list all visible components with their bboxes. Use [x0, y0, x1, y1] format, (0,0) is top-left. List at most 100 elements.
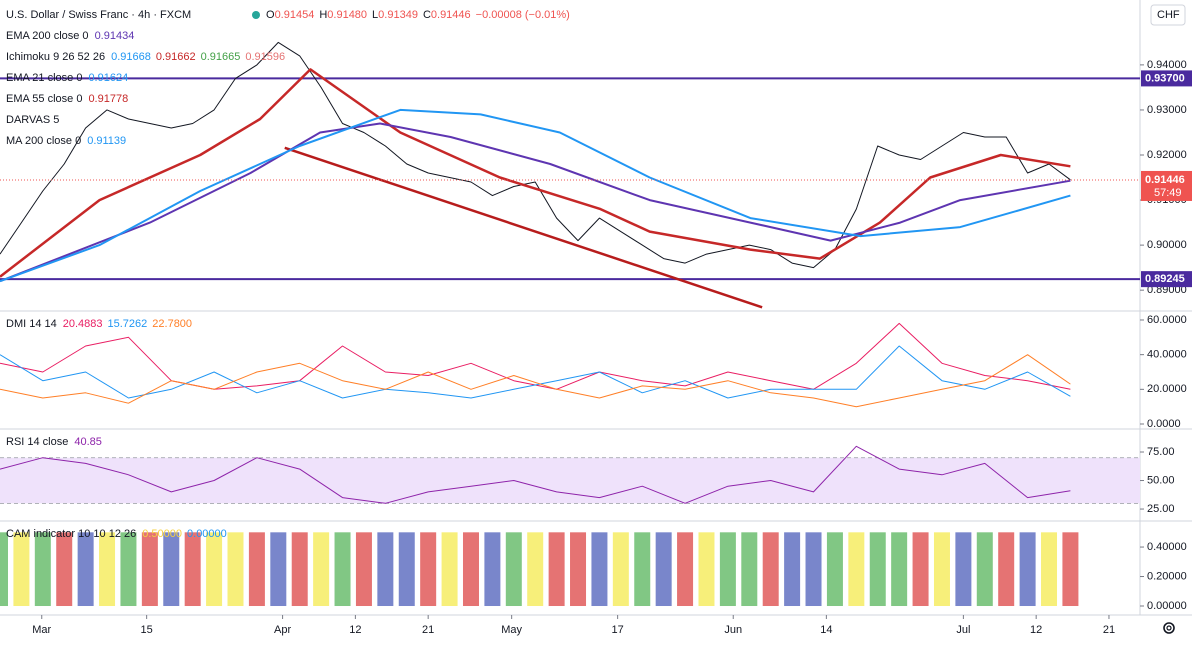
cam-bar — [912, 532, 929, 607]
currency-button-box[interactable] — [1150, 4, 1186, 26]
cam-bar — [976, 532, 993, 607]
settings-gear[interactable] — [1163, 622, 1175, 634]
cam-bar — [99, 532, 116, 607]
currency-label[interactable]: CHF — [1157, 9, 1180, 21]
cam-bar — [741, 532, 758, 607]
cam-bar — [34, 532, 51, 607]
ohlc-key: L — [372, 9, 378, 21]
series-line — [0, 41, 1071, 269]
x-tick-label: 12 — [349, 624, 361, 636]
cam-bar — [998, 532, 1015, 607]
pane: 0.890000.900000.910000.920000.930000.940… — [0, 41, 1192, 309]
x-tick-label: May — [501, 624, 522, 636]
study-value: 0.91434 — [95, 30, 135, 42]
level-label-box — [1141, 271, 1192, 288]
cam-bar — [334, 532, 351, 607]
study-name: Ichimoku 9 26 52 26 — [6, 51, 105, 63]
cam-bar — [355, 532, 372, 607]
cam-bar — [784, 532, 801, 607]
series-line — [0, 108, 1071, 283]
study-value: 0.91662 — [156, 51, 196, 63]
cam-bar — [120, 532, 137, 607]
study-value: 0.91624 — [88, 72, 128, 84]
cam-bar — [570, 532, 587, 607]
pane-title: CAM indicator 10 10 12 26 — [6, 528, 136, 540]
x-tick-label: 17 — [612, 624, 624, 636]
trendline — [284, 146, 763, 309]
cam-bar — [163, 532, 180, 607]
cam-bar — [719, 532, 736, 607]
cam-bar — [933, 532, 950, 607]
pane: 25.00 50.00 75.00 — [0, 445, 1175, 515]
cam-bar — [891, 532, 908, 607]
level-label-box — [1141, 70, 1192, 87]
ohlc-value: 0.91480 — [327, 9, 367, 21]
study-name: EMA 55 close 0 — [6, 93, 82, 105]
ohlc-value: 0.91454 — [275, 9, 315, 21]
cam-bar — [313, 532, 330, 607]
cam-bar — [1062, 532, 1079, 607]
indicator-value: 15.7262 — [108, 318, 148, 330]
cam-bar — [270, 532, 287, 607]
y-tick-label: 50.00 — [1147, 474, 1175, 486]
cam-bar — [56, 532, 73, 607]
cam-bar — [184, 532, 201, 607]
settings-gear-center[interactable] — [1166, 625, 1172, 631]
cam-bar — [527, 532, 544, 607]
settings-icon[interactable] — [1163, 622, 1175, 634]
study-name: EMA 21 close 0 — [6, 72, 82, 84]
pane: 0.0000 20.0000 40.0000 60.0000 — [0, 314, 1187, 430]
cam-bar — [462, 532, 479, 607]
x-tick-label: Jul — [956, 624, 970, 636]
y-tick-label: 75.00 — [1147, 446, 1175, 458]
cam-bar — [826, 532, 843, 607]
cam-bar — [612, 532, 629, 607]
cam-bar — [13, 532, 30, 607]
cam-bar — [1041, 532, 1058, 607]
study-value: 0.91665 — [201, 51, 241, 63]
cam-bar — [0, 532, 8, 607]
series-line — [0, 354, 1071, 408]
series-line — [0, 68, 1071, 278]
series-line — [0, 445, 1071, 504]
cam-bar — [141, 532, 158, 607]
series-line — [0, 345, 1071, 399]
cam-bar — [677, 532, 694, 607]
cam-bar — [591, 532, 608, 607]
indicator-value: 0.50000 — [142, 528, 182, 540]
ohlc-key: H — [319, 9, 327, 21]
indicator-value: 22.7800 — [152, 318, 192, 330]
cam-bar — [484, 532, 501, 607]
cam-bar — [420, 532, 437, 607]
y-tick-label: 0.00000 — [1147, 600, 1187, 612]
indicator-value: 0.00000 — [187, 528, 227, 540]
series-line — [0, 122, 1071, 283]
cam-bar — [398, 532, 415, 607]
x-tick-label: 21 — [422, 624, 434, 636]
study-name: EMA 200 close 0 — [6, 30, 89, 42]
x-tick-label: 15 — [141, 624, 153, 636]
cam-bar — [77, 532, 94, 607]
rsi-band — [0, 457, 1140, 504]
price-change: −0.00008 (−0.01%) — [476, 9, 570, 21]
y-tick-label: 0.90000 — [1147, 239, 1187, 251]
cam-bar — [377, 532, 394, 607]
market-status-dot — [252, 11, 260, 19]
y-tick-label: 60.0000 — [1147, 314, 1187, 326]
cam-bar — [955, 532, 972, 607]
currency-button[interactable]: CHF — [1150, 4, 1186, 26]
last-price-box — [1141, 170, 1192, 201]
x-tick-label: Apr — [274, 624, 291, 636]
countdown-label: 57:49 — [1154, 187, 1182, 199]
study-name: MA 200 close 0 — [6, 135, 81, 147]
cam-bar — [206, 532, 223, 607]
ohlc-key: O — [266, 9, 275, 21]
chart-title: U.S. Dollar / Swiss Franc · 4h · FXCM — [6, 9, 191, 21]
cam-bar — [848, 532, 865, 607]
cam-bar — [227, 532, 244, 607]
cam-bar — [805, 532, 822, 607]
y-tick-label: 0.20000 — [1147, 570, 1187, 582]
y-tick-label: 0.40000 — [1147, 541, 1187, 553]
study-value: 0.91596 — [245, 51, 285, 63]
